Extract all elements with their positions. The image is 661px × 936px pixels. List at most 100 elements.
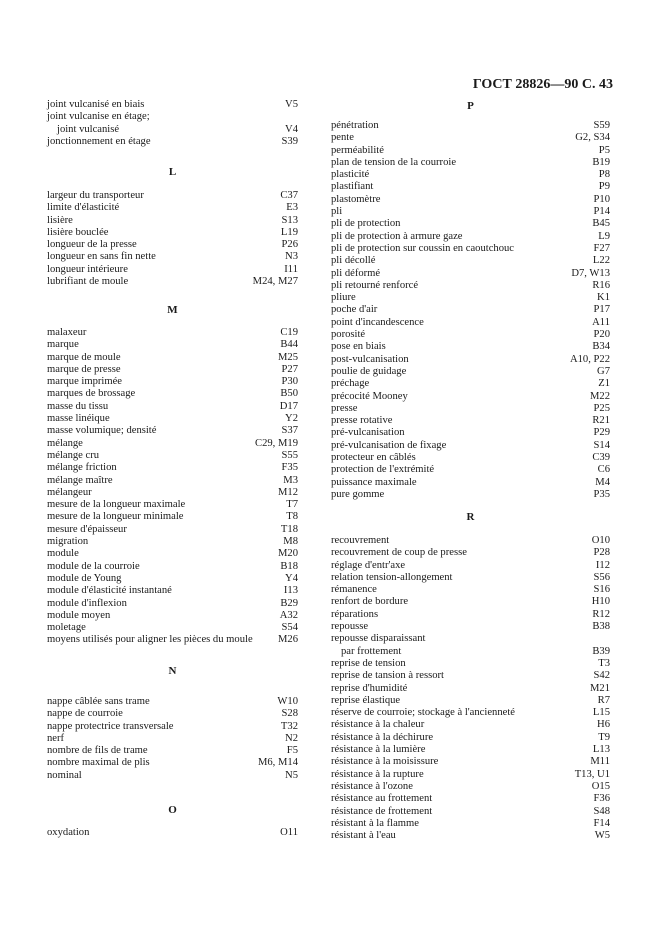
- index-entry: moyens utilisés pour aligner les pièces …: [47, 634, 298, 646]
- entry-term: réglage d'entr'axe: [331, 559, 406, 571]
- entry-term: pli de protection: [331, 218, 401, 230]
- entry-term: résistance à la chaleur: [331, 719, 425, 731]
- entry-term: recouvrement de coup de presse: [331, 547, 467, 559]
- entry-ref: M25: [277, 351, 298, 363]
- index-entry: nominal N5: [47, 770, 298, 782]
- index-entry: réglage d'entr'axe I12: [331, 560, 610, 572]
- entry-ref: F35: [281, 462, 299, 474]
- entry-ref: Y4: [285, 572, 298, 584]
- entry-ref: A10, P22: [569, 353, 610, 365]
- entry-ref: B39: [592, 645, 610, 657]
- index-entry: résistance à l'ozone O15: [331, 781, 610, 793]
- index-entry: migration M8: [47, 536, 298, 548]
- entry-term: nappe câblée sans trame: [47, 696, 150, 707]
- entry-term: marque: [47, 339, 79, 351]
- entry-term: module: [47, 548, 79, 560]
- entry-term: plastomètre: [331, 193, 381, 205]
- index-entry: poche d'air P17: [331, 304, 610, 316]
- index-entry: pli décollé L22: [331, 255, 610, 267]
- entry-term: lisière bouclée: [47, 226, 109, 238]
- index-entry: protection de l'extrémité C6: [331, 464, 610, 476]
- index-entry: réserve de courroie; stockage à l'ancien…: [331, 707, 610, 719]
- entry-term: pli décollé: [331, 255, 376, 267]
- entry-ref: E3: [286, 202, 298, 214]
- index-entry: résistant à l'eau W5: [331, 830, 610, 842]
- entry-term: relation tension-allongement: [331, 571, 453, 583]
- entry-term: résistance à la rupture: [331, 768, 424, 780]
- entry-ref: B19: [592, 156, 610, 168]
- index-entry: nombre maximal de plis M6, M14: [47, 757, 298, 769]
- entry-ref: D17: [279, 400, 298, 412]
- entry-ref: W5: [594, 830, 610, 842]
- entry-ref: P5: [598, 144, 610, 156]
- entry-ref: F36: [593, 793, 611, 805]
- index-entry: oxydation O11: [47, 827, 298, 839]
- entry-ref: P25: [593, 402, 611, 414]
- index-entry: par frottement B39: [331, 646, 610, 658]
- entry-term: masse linéique: [47, 413, 110, 425]
- entry-ref: M11: [590, 756, 610, 768]
- entry-ref: I12: [595, 559, 610, 571]
- index-entry: reprise d'humidité M21: [331, 683, 610, 695]
- entry-term: réserve de courroie; stockage à l'ancien…: [331, 707, 515, 719]
- index-entry: module d'inflexion B29: [47, 598, 298, 610]
- index-entry: résistance à la rupture T13, U1: [331, 769, 610, 781]
- index-entry: module M20: [47, 548, 298, 560]
- index-entry: réparations R12: [331, 609, 610, 621]
- index-entry: renfort de bordure H10: [331, 596, 610, 608]
- entry-ref: S28: [281, 708, 299, 720]
- entry-term: joint vulcanisé: [57, 123, 120, 135]
- entry-term: porosité: [331, 329, 366, 341]
- index-entry: post-vulcanisation A10, P22: [331, 354, 610, 366]
- index-entry: point d'incandescence A11: [331, 317, 610, 329]
- entry-ref: S16: [593, 584, 611, 596]
- index-entry: reprise élastique R7: [331, 695, 610, 707]
- entry-ref: M26: [277, 634, 298, 646]
- entry-ref: C39: [592, 452, 610, 464]
- entry-ref: P30: [281, 376, 299, 388]
- index-entry: pli déformé D7, W13: [331, 268, 610, 280]
- entry-term: pré-vulcanisation: [331, 427, 405, 439]
- entry-ref: C6: [597, 464, 610, 476]
- index-entry: pré-vulcanisation P29: [331, 427, 610, 439]
- entry-term: poulie de guidage: [331, 365, 407, 377]
- index-section: oxydation O11: [47, 827, 298, 839]
- entry-term: recouvrement: [331, 535, 390, 546]
- entry-ref: P17: [593, 304, 611, 316]
- entry-ref: R7: [597, 694, 610, 706]
- entry-ref: V5: [285, 99, 298, 110]
- entry-ref: H10: [591, 596, 610, 608]
- index-entry: recouvrement de coup de presse P28: [331, 547, 610, 559]
- index-entry: malaxeur C19: [47, 327, 298, 339]
- entry-term: pliure: [331, 292, 356, 304]
- index-entry: presse P25: [331, 403, 610, 415]
- section-heading: R: [466, 511, 475, 523]
- entry-term: résistant à l'eau: [331, 830, 396, 842]
- index-entry: lisière bouclée L19: [47, 227, 298, 239]
- index-entry: module d'élasticité instantané I13: [47, 585, 298, 597]
- entry-term: largeur du transporteur: [47, 190, 144, 201]
- index-entry: largeur du transporteur C37: [47, 190, 298, 202]
- index-entry: précocité Mooney M22: [331, 391, 610, 403]
- entry-ref: P26: [281, 239, 299, 251]
- entry-term: puissance maximale: [331, 476, 417, 488]
- entry-ref: I13: [283, 585, 298, 597]
- entry-ref: S59: [593, 120, 611, 131]
- index-entry: nappe protectrice transversale T32: [47, 721, 298, 733]
- index-entry: pli retourné renforcé R16: [331, 280, 610, 292]
- index-entry: reprise de tansion à ressort S42: [331, 670, 610, 682]
- section-heading: M: [167, 304, 178, 316]
- entry-term: préchage: [331, 378, 370, 390]
- entry-ref: P27: [281, 363, 299, 375]
- entry-ref: L19: [280, 226, 298, 238]
- entry-ref: R16: [592, 279, 610, 291]
- entry-ref: O15: [591, 780, 610, 792]
- entry-term: nerf: [47, 732, 65, 744]
- entry-term: pli de protection sur coussin en caoutch…: [331, 242, 514, 254]
- entry-ref: B34: [592, 341, 610, 353]
- index-entry: plastomètre P10: [331, 194, 610, 206]
- index-entry: mélange friction F35: [47, 462, 298, 474]
- entry-term: joint vulcanise en étage;: [47, 111, 150, 123]
- index-entry: reprise de tension T3: [331, 658, 610, 670]
- entry-ref: T9: [598, 731, 610, 743]
